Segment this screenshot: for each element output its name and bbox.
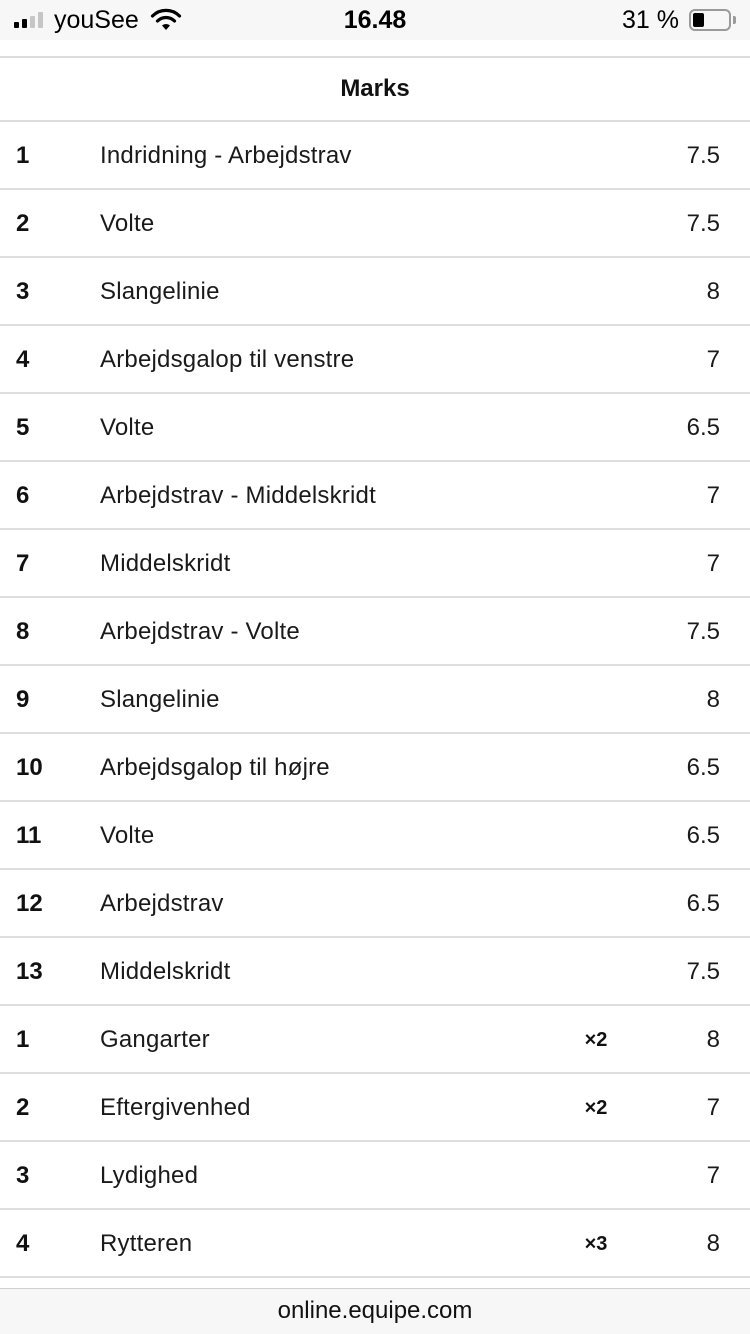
score-value: 8 xyxy=(706,278,720,305)
movement-label: Volte xyxy=(100,210,155,237)
movement-label: Slangelinie xyxy=(100,686,220,713)
movement-label: Lydighed xyxy=(100,1162,199,1189)
movement-number: 10 xyxy=(16,754,43,781)
movement-number: 11 xyxy=(16,822,42,849)
movement-label: Arbejdsgalop til højre xyxy=(100,754,330,781)
url-text[interactable]: online.equipe.com xyxy=(277,1297,473,1324)
movement-number: 5 xyxy=(16,414,30,441)
status-right: 31 % xyxy=(622,6,736,34)
wifi-icon xyxy=(150,8,181,30)
marks-row: 10 Arbejdsgalop til højre 6.5 xyxy=(0,734,750,802)
score-value: 7.5 xyxy=(686,210,720,237)
marks-list: 1 Indridning - Arbejdstrav 7.5 2 Volte 7.5 3 Sl… xyxy=(0,122,750,1278)
score-value: 7.5 xyxy=(686,142,720,169)
movement-number: 1 xyxy=(16,142,30,169)
marks-row: 11 Volte 6.5 xyxy=(0,802,750,870)
status-left: youSee xyxy=(14,6,183,34)
marks-row: 9 Slangelinie 8 xyxy=(0,666,750,734)
marks-row: 7 Middelskridt 7 xyxy=(0,530,750,598)
movement-number: 6 xyxy=(16,482,30,509)
battery-cap xyxy=(733,16,736,24)
movement-label: Gangarter xyxy=(100,1026,210,1053)
score-value: 8 xyxy=(706,686,720,713)
movement-number: 12 xyxy=(16,890,43,917)
marks-row: 2 Eftergivenhed ×2 7 xyxy=(0,1074,750,1142)
movement-number: 3 xyxy=(16,278,30,305)
score-value: 6.5 xyxy=(686,822,720,849)
score-value: 7.5 xyxy=(686,618,720,645)
score-value: 6.5 xyxy=(686,414,720,441)
divider xyxy=(0,120,750,122)
movement-label: Arbejdstrav xyxy=(100,890,224,917)
marks-row: 2 Volte 7.5 xyxy=(0,190,750,258)
marks-row: 13 Middelskridt 7.5 xyxy=(0,938,750,1006)
marks-row: 4 Arbejdsgalop til venstre 7 xyxy=(0,326,750,394)
battery-icon xyxy=(689,9,731,31)
marks-row: 3 Slangelinie 8 xyxy=(0,258,750,326)
carrier-name: youSee xyxy=(54,5,139,34)
score-value: 7 xyxy=(706,346,720,373)
coefficient: ×2 xyxy=(584,1029,608,1051)
movement-number: 8 xyxy=(16,618,30,645)
marks-row: 5 Volte 6.5 xyxy=(0,394,750,462)
clock: 16.48 xyxy=(343,6,407,34)
movement-label: Arbejdstrav - Middelskridt xyxy=(100,482,376,509)
movement-label: Arbejdsgalop til venstre xyxy=(100,346,355,373)
movement-number: 2 xyxy=(16,1094,30,1121)
score-value: 7 xyxy=(706,550,720,577)
score-value: 7 xyxy=(706,482,720,509)
status-bar: youSee 16.48 31 % xyxy=(0,0,750,40)
divider xyxy=(0,56,750,58)
movement-label: Eftergivenhed xyxy=(100,1094,251,1121)
movement-number: 4 xyxy=(16,346,30,373)
score-value: 8 xyxy=(706,1026,720,1053)
movement-number: 4 xyxy=(16,1230,30,1257)
page-title: Marks xyxy=(340,75,410,102)
movement-number: 2 xyxy=(16,210,30,237)
movement-label: Indridning - Arbejdstrav xyxy=(100,142,352,169)
movement-number: 13 xyxy=(16,958,43,985)
movement-label: Volte xyxy=(100,414,155,441)
browser-address-bar[interactable]: online.equipe.com xyxy=(0,1288,750,1334)
coefficient: ×3 xyxy=(584,1233,608,1255)
marks-row: 1 Indridning - Arbejdstrav 7.5 xyxy=(0,122,750,190)
movement-number: 7 xyxy=(16,550,30,577)
movement-number: 3 xyxy=(16,1162,30,1189)
movement-label: Arbejdstrav - Volte xyxy=(100,618,300,645)
movement-number: 1 xyxy=(16,1026,30,1053)
score-value: 7 xyxy=(706,1094,720,1121)
movement-label: Rytteren xyxy=(100,1230,193,1257)
score-value: 7.5 xyxy=(686,958,720,985)
marks-row: 8 Arbejdstrav - Volte 7.5 xyxy=(0,598,750,666)
battery-level xyxy=(693,13,704,27)
movement-label: Middelskridt xyxy=(100,550,231,577)
marks-row: 12 Arbejdstrav 6.5 xyxy=(0,870,750,938)
coefficient: ×2 xyxy=(584,1097,608,1119)
movement-label: Middelskridt xyxy=(100,958,231,985)
marks-row: 1 Gangarter ×2 8 xyxy=(0,1006,750,1074)
score-value: 6.5 xyxy=(686,754,720,781)
movement-number: 9 xyxy=(16,686,30,713)
score-value: 8 xyxy=(706,1230,720,1257)
score-value: 7 xyxy=(706,1162,720,1189)
marks-row: 6 Arbejdstrav - Middelskridt 7 xyxy=(0,462,750,530)
marks-row: 4 Rytteren ×3 8 xyxy=(0,1210,750,1278)
signal-strength-icon xyxy=(14,12,46,28)
movement-label: Volte xyxy=(100,822,155,849)
score-value: 6.5 xyxy=(686,890,720,917)
movement-label: Slangelinie xyxy=(100,278,220,305)
battery-percent: 31 % xyxy=(622,5,679,34)
marks-row: 3 Lydighed 7 xyxy=(0,1142,750,1210)
